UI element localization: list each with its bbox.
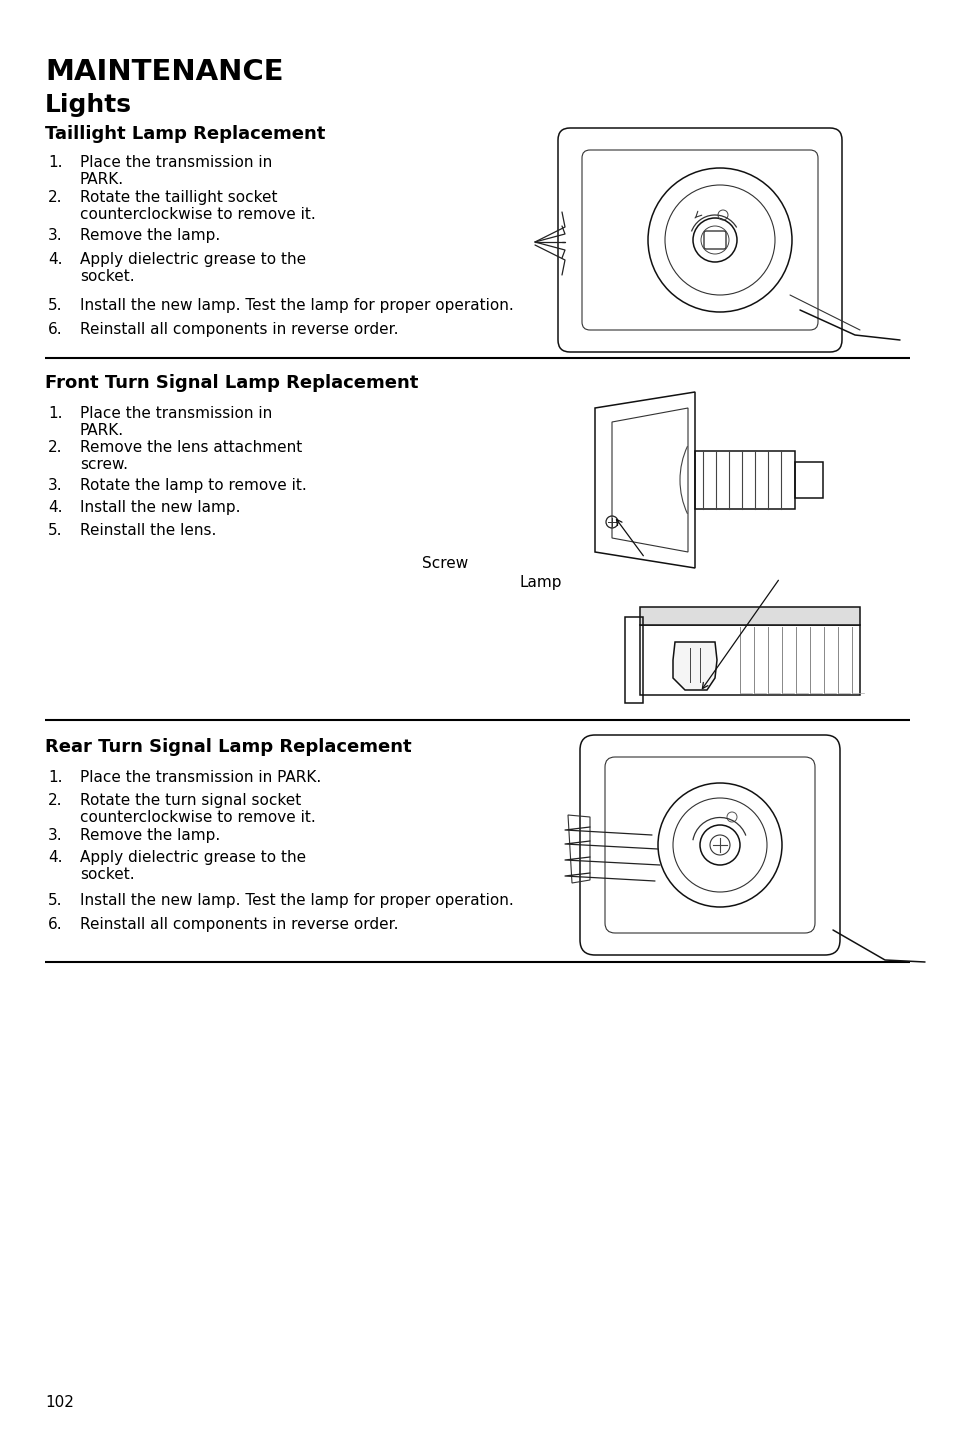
Bar xyxy=(794,462,822,499)
Text: Install the new lamp.: Install the new lamp. xyxy=(80,500,240,515)
Text: Rotate the turn signal socket
counterclockwise to remove it.: Rotate the turn signal socket counterclo… xyxy=(80,792,315,826)
Text: 2.: 2. xyxy=(48,792,63,808)
Text: 5.: 5. xyxy=(48,298,63,313)
Text: 2.: 2. xyxy=(48,441,63,455)
Text: 3.: 3. xyxy=(48,228,63,243)
Text: Remove the lens attachment
screw.: Remove the lens attachment screw. xyxy=(80,441,302,473)
Text: Reinstall all components in reverse order.: Reinstall all components in reverse orde… xyxy=(80,321,398,337)
Bar xyxy=(639,625,859,695)
Text: 1.: 1. xyxy=(48,771,63,785)
Text: 6.: 6. xyxy=(48,917,63,932)
Text: Reinstall all components in reverse order.: Reinstall all components in reverse orde… xyxy=(80,917,398,932)
Text: Rear Turn Signal Lamp Replacement: Rear Turn Signal Lamp Replacement xyxy=(45,739,411,756)
Text: Reinstall the lens.: Reinstall the lens. xyxy=(80,523,216,538)
Text: Taillight Lamp Replacement: Taillight Lamp Replacement xyxy=(45,125,325,142)
Text: 4.: 4. xyxy=(48,500,63,515)
Text: 3.: 3. xyxy=(48,478,63,493)
Text: Install the new lamp. Test the lamp for proper operation.: Install the new lamp. Test the lamp for … xyxy=(80,893,514,907)
Text: Front Turn Signal Lamp Replacement: Front Turn Signal Lamp Replacement xyxy=(45,374,418,393)
Text: 5.: 5. xyxy=(48,893,63,907)
Text: Remove the lamp.: Remove the lamp. xyxy=(80,228,220,243)
Text: 4.: 4. xyxy=(48,851,63,865)
Text: Apply dielectric grease to the
socket.: Apply dielectric grease to the socket. xyxy=(80,851,306,883)
Text: 1.: 1. xyxy=(48,156,63,170)
Text: Screw: Screw xyxy=(421,555,468,571)
Bar xyxy=(695,451,794,509)
Text: Place the transmission in
PARK.: Place the transmission in PARK. xyxy=(80,156,272,188)
Text: Install the new lamp. Test the lamp for proper operation.: Install the new lamp. Test the lamp for … xyxy=(80,298,514,313)
Bar xyxy=(624,616,642,702)
Text: MAINTENANCE: MAINTENANCE xyxy=(45,58,283,86)
Text: Place the transmission in
PARK.: Place the transmission in PARK. xyxy=(80,406,272,439)
Text: 6.: 6. xyxy=(48,321,63,337)
Text: Place the transmission in PARK.: Place the transmission in PARK. xyxy=(80,771,321,785)
Text: Remove the lamp.: Remove the lamp. xyxy=(80,827,220,843)
Text: 5.: 5. xyxy=(48,523,63,538)
Text: Rotate the taillight socket
counterclockwise to remove it.: Rotate the taillight socket counterclock… xyxy=(80,190,315,222)
Text: 102: 102 xyxy=(45,1394,73,1410)
Text: Lamp: Lamp xyxy=(519,574,562,590)
Text: Rotate the lamp to remove it.: Rotate the lamp to remove it. xyxy=(80,478,307,493)
Polygon shape xyxy=(672,643,717,691)
Bar xyxy=(639,606,859,625)
Text: Lights: Lights xyxy=(45,93,132,116)
Text: 1.: 1. xyxy=(48,406,63,422)
Text: Apply dielectric grease to the
socket.: Apply dielectric grease to the socket. xyxy=(80,252,306,285)
Text: 4.: 4. xyxy=(48,252,63,268)
Text: 2.: 2. xyxy=(48,190,63,205)
Text: 3.: 3. xyxy=(48,827,63,843)
